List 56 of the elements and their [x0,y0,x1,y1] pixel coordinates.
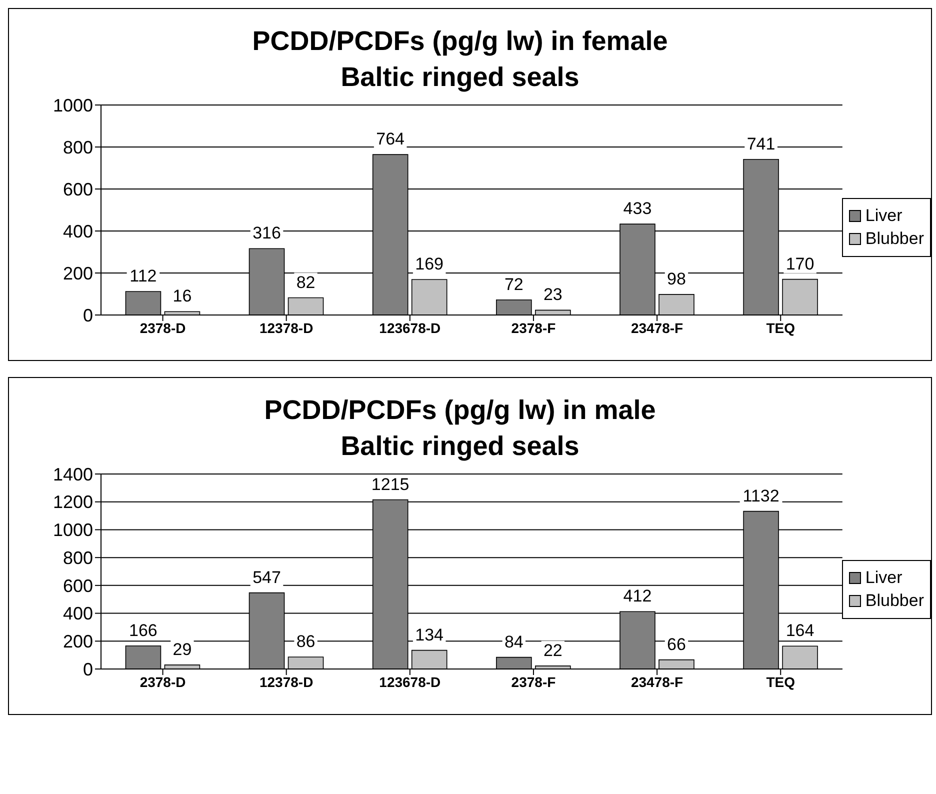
x-tick-label: TEQ [766,674,796,690]
x-tick-label: 2378-D [140,320,186,336]
legend-label: Blubber [865,590,924,610]
data-label: 412 [623,586,652,606]
data-label: 112 [130,266,157,286]
data-label: 169 [415,254,444,274]
data-label: 166 [129,620,158,640]
y-tick-label: 1200 [52,492,93,512]
data-label: 170 [786,254,814,274]
y-tick-label: 0 [82,305,93,326]
x-tick-label: 12378-D [259,674,314,690]
x-tick-label: 123678-D [379,674,441,690]
y-tick-label: 200 [62,263,93,284]
data-label: 764 [376,130,405,149]
legend-label: Blubber [865,229,924,249]
data-label: 741 [746,134,776,154]
data-label: 316 [252,224,281,243]
data-label: 433 [623,199,652,218]
data-label: 16 [172,286,192,306]
x-tick-label: 2378-F [511,320,556,336]
y-tick-label: 0 [82,659,93,680]
x-tick-label: 2378-D [140,674,186,690]
y-tick-label: 600 [62,179,93,200]
data-label: 1132 [742,486,780,506]
x-tick-label: 23478-F [630,320,684,336]
data-label: 82 [296,272,316,292]
chart-title: PCDD/PCDFs (pg/g lw) in female Baltic ringed seals [251,25,669,94]
y-tick-label: 200 [62,632,93,652]
y-tick-label: 1400 [52,464,93,484]
data-label: 98 [667,269,686,288]
legend-label: Liver [865,568,902,588]
data-label: 547 [252,568,281,587]
y-tick-label: 800 [62,137,93,158]
chart-title: PCDD/PCDFs (pg/g lw) in male Baltic ringed seals [263,394,657,463]
y-tick-label: 600 [62,576,93,596]
data-label: 1215 [371,474,410,494]
y-tick-label: 1000 [52,95,93,116]
x-tick-label: 23478-F [630,674,684,690]
x-tick-label: 123678-D [379,320,441,336]
y-tick-label: 1000 [52,520,93,540]
data-label: 72 [504,274,524,294]
data-label: 164 [786,621,814,640]
data-label: 84 [504,632,524,652]
data-label: 29 [172,640,192,659]
data-label: 134 [415,625,444,644]
y-tick-label: 400 [62,221,93,242]
y-tick-label: 400 [62,604,93,624]
legend-label: Liver [865,206,902,226]
data-label: 22 [543,640,562,660]
data-label: 66 [667,634,686,654]
data-label: 86 [296,632,316,652]
x-tick-label: 12378-D [259,320,314,336]
data-label: 23 [543,285,562,304]
x-tick-label: 2378-F [511,674,556,690]
x-tick-label: TEQ [766,320,796,336]
y-tick-label: 800 [62,548,93,568]
